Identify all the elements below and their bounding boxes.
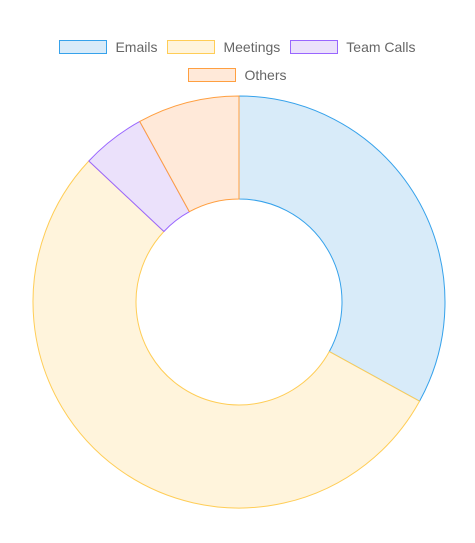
legend-label-emails: Emails [115,39,158,55]
legend-item-meetings[interactable]: Meetings [167,36,280,58]
legend-label-others: Others [244,67,287,83]
slice-others[interactable] [139,95,240,213]
legend-swatch-others [188,68,237,82]
slice-emails[interactable] [238,95,446,402]
legend-swatch-emails [59,40,108,54]
legend-swatch-meetings [167,40,216,54]
legend-label-team-calls: Team Calls [346,39,416,55]
legend-item-others[interactable]: Others [188,64,287,86]
legend-item-team-calls[interactable]: Team Calls [290,36,416,58]
legend-item-emails[interactable]: Emails [59,36,157,58]
legend-swatch-team-calls [290,40,339,54]
legend-label-meetings: Meetings [223,39,281,55]
slice-meetings[interactable] [32,160,421,509]
chart-legend: Emails Meetings Team Calls Others [0,36,475,86]
